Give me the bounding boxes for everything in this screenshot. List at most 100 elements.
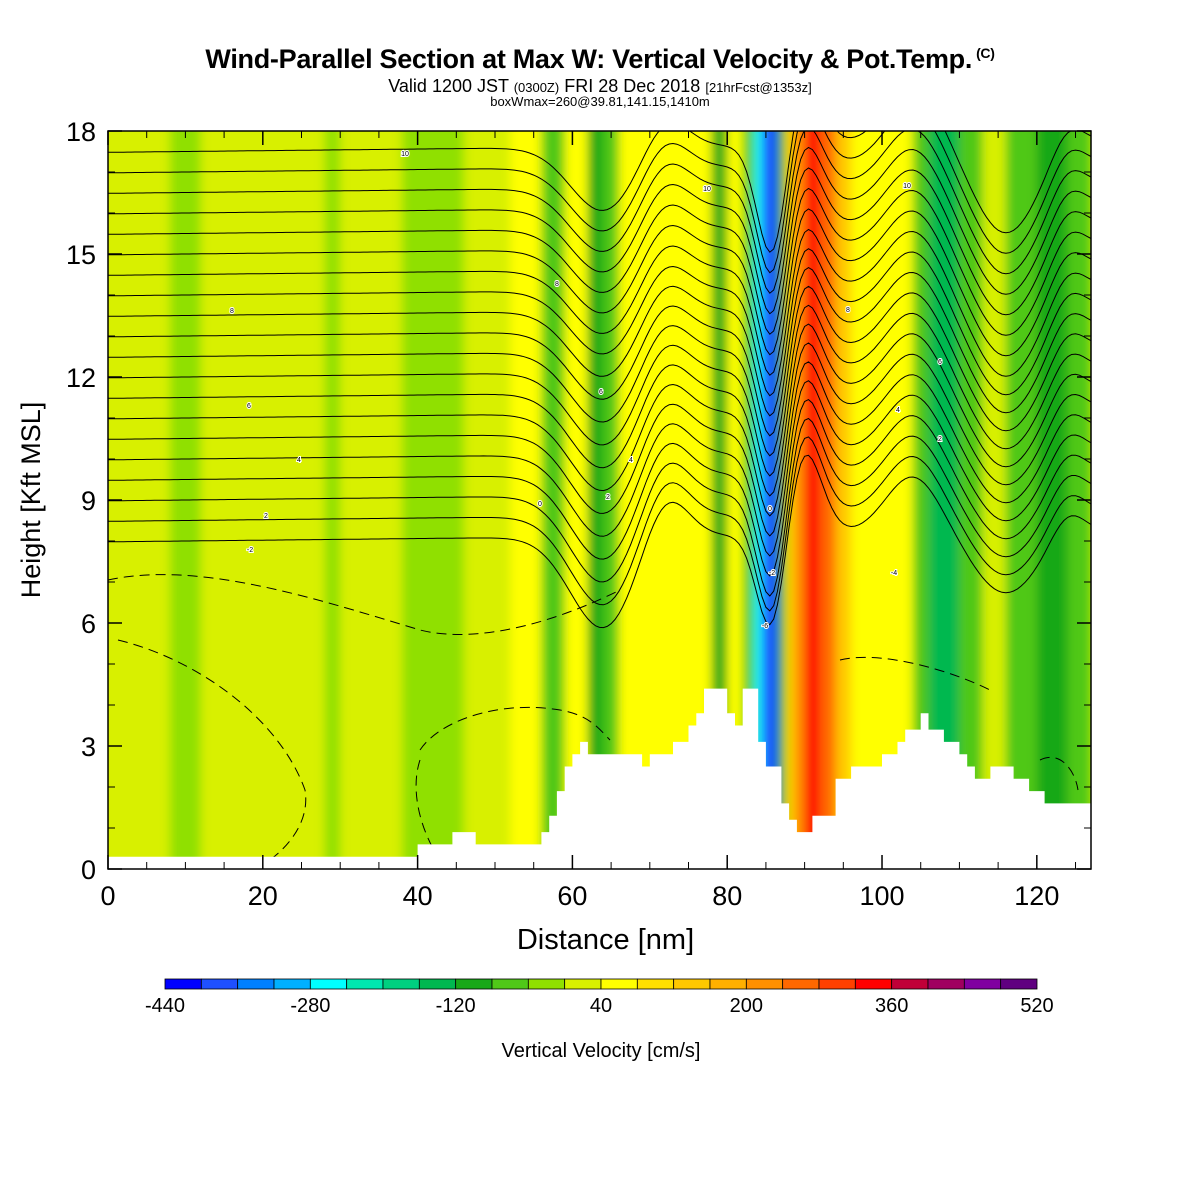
velocity-column	[603, 131, 619, 869]
theta-contour	[108, 131, 1091, 294]
theta-contour	[108, 146, 1091, 315]
x-tick-label: 80	[712, 881, 742, 911]
contour-label: 6	[599, 389, 603, 396]
theta-contour	[108, 285, 1091, 457]
y-tick-label: 9	[81, 486, 96, 516]
theta-contour-dashed	[1039, 756, 1079, 791]
colorbar-swatch	[854, 978, 893, 990]
colorbar-tick-label: 360	[875, 995, 908, 1017]
colorbar-swatch	[273, 978, 311, 990]
colorbar-tick-label: 520	[1020, 995, 1053, 1017]
x-tick-label: 100	[859, 881, 904, 911]
contour-label: 0	[538, 501, 542, 508]
velocity-column	[1005, 131, 1037, 869]
terrain	[108, 688, 1091, 869]
colorbar-swatch	[564, 978, 602, 990]
contour-label: 6	[247, 403, 251, 410]
theta-contour	[108, 417, 1091, 597]
colorbar-swatch	[382, 978, 420, 990]
contour-label: -6	[762, 623, 768, 630]
colorbar-swatch	[709, 978, 747, 990]
colorbar-swatch	[927, 978, 965, 990]
contour-label: 4	[297, 457, 301, 464]
colorbar: -440 -280 -120 40 200 360 520 Vertical Velocity…	[145, 978, 1054, 1062]
theta-contour-dashed	[108, 574, 621, 635]
colorbar-swatch	[745, 978, 784, 990]
contour-label: 4	[629, 457, 633, 464]
theta-contour	[108, 436, 1091, 612]
theta-contour	[108, 454, 1091, 629]
valid-utc: (0300Z)	[513, 80, 560, 95]
y-tick-label: 12	[66, 363, 96, 393]
velocity-column	[587, 131, 604, 869]
theta-contour	[108, 248, 1091, 417]
y-tick-label: 3	[81, 732, 96, 762]
colorbar-swatch	[455, 978, 493, 990]
contour-label: 4	[896, 407, 900, 414]
theta-contour	[108, 131, 1091, 274]
velocity-column	[777, 131, 786, 869]
contour-label: 10	[401, 151, 409, 158]
colorbar-swatch	[527, 978, 566, 990]
velocity-column	[793, 131, 805, 869]
x-axis-label: Distance [nm]	[517, 924, 694, 956]
theta-contour	[108, 399, 1091, 577]
contour-label: 8	[846, 307, 850, 314]
y-axis-label: Height [Kft MSL]	[16, 402, 46, 599]
theta-contour	[108, 361, 1091, 537]
colorbar-swatch	[346, 978, 384, 990]
velocity-column	[754, 131, 763, 869]
contour-label: 2	[264, 513, 268, 520]
theta-contour	[108, 304, 1091, 477]
colorbar-swatch	[782, 978, 820, 990]
x-tick-label: 40	[403, 881, 433, 911]
colorbar-swatch	[891, 978, 929, 990]
velocity-column	[541, 131, 565, 869]
theta-contour	[108, 187, 1091, 356]
theta-contour	[108, 267, 1091, 437]
colorbar-swatch	[491, 978, 529, 990]
x-tick-label: 120	[1014, 881, 1059, 911]
theta-contour-dashed	[419, 706, 611, 751]
theta-contour	[108, 131, 1091, 253]
contour-label: 10	[703, 186, 711, 193]
contour-label: -4	[891, 570, 897, 577]
velocity-column	[982, 131, 1006, 869]
theta-contour-dashed	[415, 759, 441, 861]
contour-label: -2	[769, 570, 775, 577]
colorbar-swatch	[636, 978, 675, 990]
velocity-column	[340, 131, 403, 869]
velocity-column	[510, 131, 542, 869]
contour-label: 6	[938, 359, 942, 366]
theta-contour	[108, 228, 1091, 397]
velocity-column	[402, 131, 465, 869]
velocity-column	[711, 131, 728, 869]
contour-label: 2	[938, 436, 942, 443]
velocity-column	[324, 131, 341, 869]
colorbar-tick-label: -440	[145, 995, 185, 1017]
colorbar-swatch	[600, 978, 638, 990]
colorbar-label: Vertical Velocity [cm/s]	[502, 1040, 701, 1062]
theta-contour	[108, 323, 1091, 497]
velocity-column	[835, 131, 852, 869]
x-tick-label: 0	[100, 881, 115, 911]
terrain-fill	[108, 688, 1091, 869]
velocity-column	[464, 131, 511, 869]
valid-prefix: Valid 1200 JST	[388, 76, 509, 96]
colorbar-swatch	[164, 978, 202, 990]
velocity-column	[804, 131, 821, 869]
x-tick-label: 60	[557, 881, 587, 911]
colorbar-tick-label: 40	[590, 995, 612, 1017]
forecast-info: [21hrFcst@1353z]	[705, 80, 812, 95]
contour-label: 8	[555, 281, 559, 288]
theta-contour-dashed	[117, 639, 307, 861]
colorbar-swatch	[200, 978, 239, 990]
x-tick-label: 20	[248, 881, 278, 911]
contour-label: 2	[606, 494, 610, 501]
y-tick-label: 15	[66, 240, 96, 270]
y-tick-label: 0	[81, 855, 96, 885]
velocity-column	[727, 131, 743, 869]
chart-title: Wind-Parallel Section at Max W: Vertical…	[0, 44, 1200, 75]
